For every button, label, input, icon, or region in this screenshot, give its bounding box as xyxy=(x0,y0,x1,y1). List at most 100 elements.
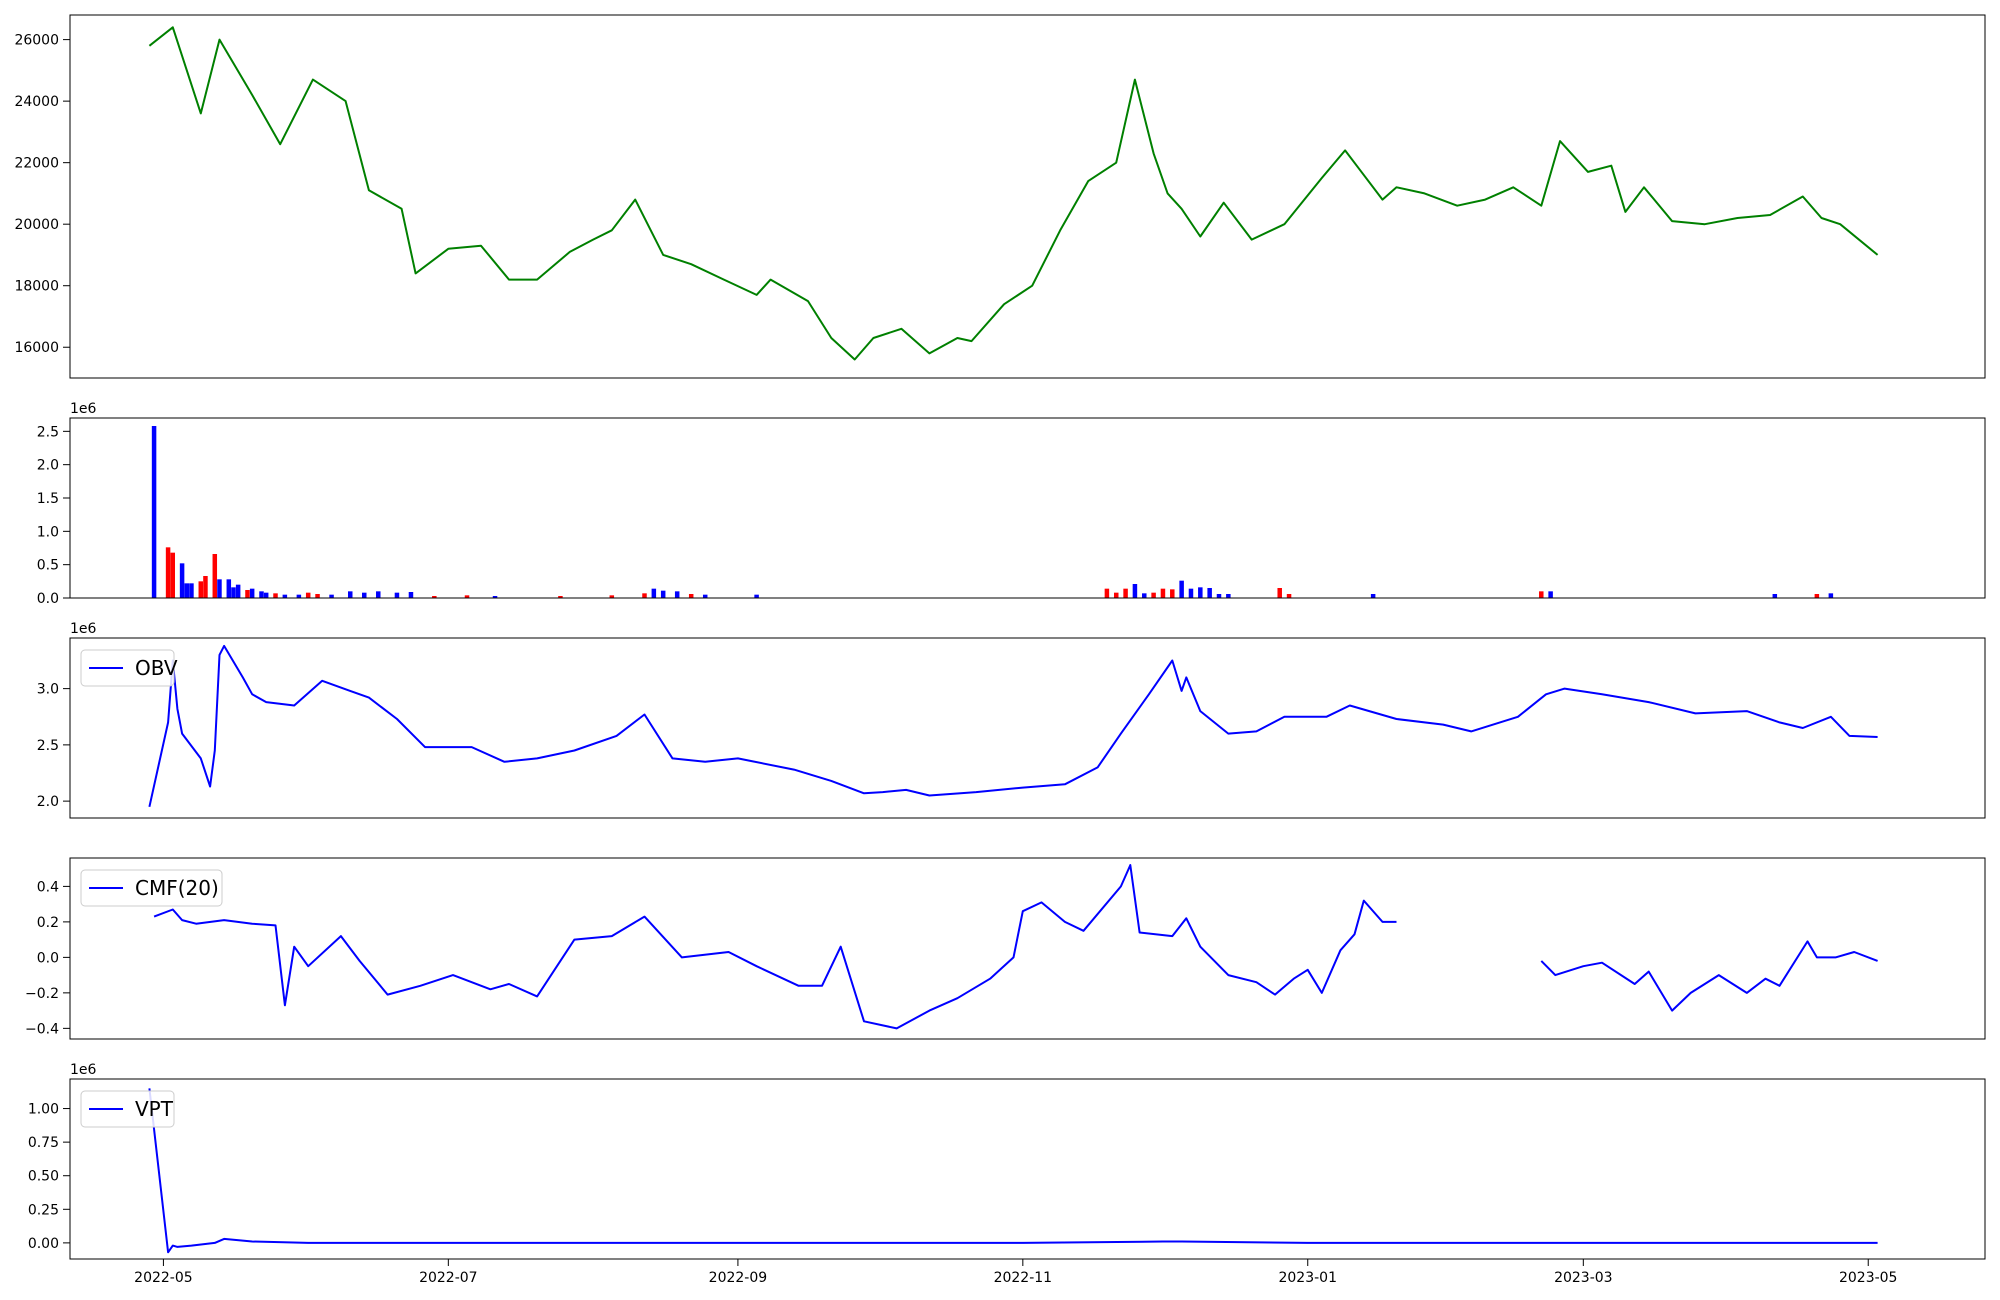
cmf-legend: CMF(20) xyxy=(80,869,223,907)
volume-bar xyxy=(198,581,204,598)
volume-bar xyxy=(754,594,759,598)
volume-bar xyxy=(296,594,302,598)
volume-bar xyxy=(1216,594,1222,598)
volume-bar xyxy=(464,595,470,598)
volume-bar xyxy=(408,592,414,598)
obv-line xyxy=(148,644,1878,808)
x-tick-label: 2023-05 xyxy=(1839,1270,1898,1286)
x-tick-label: 2023-01 xyxy=(1278,1270,1337,1286)
volume-bar xyxy=(179,563,185,598)
vpt-panel: 0.00 0.25 0.50 0.75 1.00 1e6 VPT xyxy=(28,1062,1986,1260)
vpt-ytick-label: 0.00 xyxy=(28,1236,59,1252)
cmf-line xyxy=(1540,940,1878,1012)
obv-axes-frame xyxy=(69,637,1986,819)
cmf-line xyxy=(153,864,1397,1030)
volume-bar xyxy=(217,579,222,598)
volume-bar xyxy=(170,552,176,598)
volume-axes-frame xyxy=(69,417,1986,599)
x-tick-label: 2022-11 xyxy=(994,1270,1053,1286)
volume-bar xyxy=(305,592,311,598)
price-ytick-label: 16000 xyxy=(14,340,59,356)
cmf-ytick-label: 0.0 xyxy=(37,950,59,966)
volume-bar xyxy=(212,554,218,598)
volume-bar xyxy=(189,583,194,598)
cmf-ytick-label: 0.4 xyxy=(37,879,59,895)
volume-bar xyxy=(1113,592,1119,598)
volume-panel: 0.0 0.5 1.0 1.5 2.0 2.5 1e6 xyxy=(37,401,1986,607)
volume-bar xyxy=(1123,588,1128,598)
cmf-axes-frame xyxy=(69,857,1986,1040)
chart-panels: 16000 18000 20000 22000 24000 26000 0.0 0.5 1.0 1… xyxy=(14,14,1986,1260)
obv-ytick-label: 3.0 xyxy=(37,682,59,698)
x-tick-label: 2022-05 xyxy=(134,1270,193,1286)
volume-bar xyxy=(1142,593,1147,598)
obv-scale-label: 1e6 xyxy=(70,621,97,637)
volume-bar xyxy=(347,591,353,598)
volume-scale-label: 1e6 xyxy=(70,401,97,417)
obv-legend-label: OBV xyxy=(135,656,178,680)
volume-ytick-label: 1.5 xyxy=(37,491,59,507)
cmf-legend-box xyxy=(80,869,223,907)
volume-bar xyxy=(184,583,190,598)
vpt-ytick-label: 0.25 xyxy=(28,1202,59,1218)
volume-bar xyxy=(231,587,236,598)
volume-bar xyxy=(1179,580,1184,598)
volume-bar xyxy=(263,592,269,598)
vpt-legend: VPT xyxy=(80,1090,175,1128)
volume-bar xyxy=(1286,594,1292,598)
volume-bar xyxy=(376,591,381,598)
obv-panel: 2.0 2.5 3.0 1e6 OBV xyxy=(37,621,1986,819)
volume-ytick-label: 0.5 xyxy=(37,558,59,574)
volume-bar xyxy=(558,596,563,598)
cmf-panel: −0.4 −0.2 0.0 0.2 0.4 CMF(20) xyxy=(25,857,1986,1040)
obv-legend: OBV xyxy=(80,649,178,687)
x-tick-label: 2023-03 xyxy=(1554,1270,1613,1286)
vpt-ytick-label: 0.50 xyxy=(28,1169,59,1185)
volume-bar xyxy=(1207,588,1212,598)
obv-ytick-label: 2.0 xyxy=(37,794,59,810)
volume-bar xyxy=(1160,588,1166,598)
volume-bar xyxy=(259,591,264,598)
volume-bar xyxy=(432,596,437,598)
volume-bar xyxy=(1539,591,1544,598)
x-axis-date-labels: 2022-05 2022-07 2022-09 2022-11 2023-01 2023-… xyxy=(134,1259,1897,1286)
volume-bar xyxy=(273,593,278,598)
volume-bar xyxy=(1370,594,1376,598)
obv-ytick-label: 2.5 xyxy=(37,738,59,754)
volume-bar xyxy=(1226,594,1231,598)
volume-bar xyxy=(203,576,208,598)
volume-bar xyxy=(1104,588,1110,598)
cmf-ytick-label: −0.4 xyxy=(25,1021,59,1037)
volume-ytick-label: 0.0 xyxy=(37,591,59,607)
volume-bar xyxy=(492,596,498,598)
volume-bar xyxy=(329,594,334,598)
price-ytick-label: 26000 xyxy=(14,33,59,49)
volume-ytick-label: 1.0 xyxy=(37,524,59,540)
price-line xyxy=(148,26,1879,361)
volume-bar xyxy=(642,593,647,598)
volume-bar xyxy=(660,590,666,598)
volume-bar xyxy=(394,592,400,598)
price-ytick-label: 18000 xyxy=(14,279,59,295)
price-axes-frame xyxy=(69,14,1986,379)
price-panel: 16000 18000 20000 22000 24000 26000 xyxy=(14,14,1986,379)
volume-bar xyxy=(226,579,232,598)
x-tick-label: 2022-07 xyxy=(419,1270,478,1286)
price-ytick-label: 22000 xyxy=(14,156,59,172)
vpt-scale-label: 1e6 xyxy=(70,1062,97,1078)
volume-bar xyxy=(245,590,250,598)
volume-bar xyxy=(235,584,241,598)
volume-bar xyxy=(1548,591,1553,598)
volume-bar xyxy=(165,547,171,598)
volume-bar xyxy=(1151,592,1156,598)
cmf-legend-label: CMF(20) xyxy=(135,876,219,900)
volume-bar xyxy=(362,592,367,598)
volume-ytick-label: 2.5 xyxy=(37,424,59,440)
volume-bar xyxy=(249,588,255,598)
price-ytick-label: 24000 xyxy=(14,94,59,110)
volume-bar xyxy=(151,426,157,598)
volume-bar xyxy=(282,594,288,598)
volume-bar xyxy=(1198,587,1203,598)
